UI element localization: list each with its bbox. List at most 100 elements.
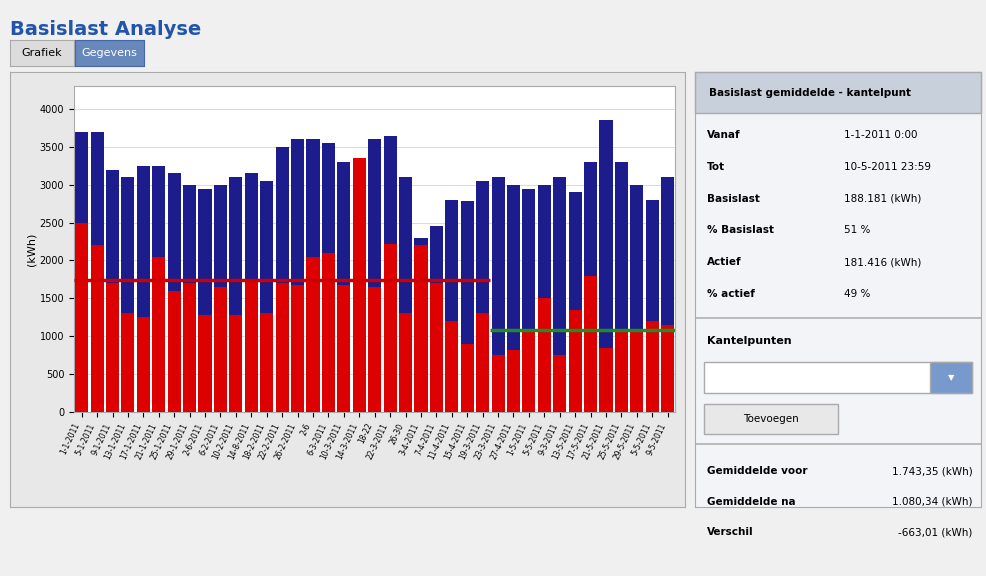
Bar: [168, 173, 180, 412]
Bar: [137, 166, 150, 412]
Bar: [91, 132, 104, 412]
Bar: [399, 177, 412, 412]
FancyBboxPatch shape: [695, 558, 981, 560]
Bar: [553, 355, 566, 412]
Text: Basislast: Basislast: [707, 194, 759, 203]
FancyBboxPatch shape: [695, 72, 981, 113]
Text: 1.080,34 (kWh): 1.080,34 (kWh): [892, 497, 972, 507]
Text: Gemiddelde na: Gemiddelde na: [707, 497, 795, 507]
Bar: [584, 275, 598, 412]
Bar: [646, 200, 659, 412]
Text: Gegevens: Gegevens: [82, 48, 137, 58]
Bar: [121, 313, 134, 412]
Bar: [307, 139, 319, 412]
Text: Tot: Tot: [707, 162, 725, 172]
Bar: [245, 173, 258, 412]
Bar: [553, 177, 566, 412]
Bar: [384, 135, 396, 412]
Bar: [321, 253, 335, 412]
Text: Verschil: Verschil: [707, 527, 753, 537]
Text: Grafiek: Grafiek: [22, 48, 62, 58]
Bar: [630, 185, 644, 412]
Bar: [291, 285, 304, 412]
FancyBboxPatch shape: [695, 317, 981, 319]
FancyBboxPatch shape: [704, 404, 838, 434]
Bar: [75, 223, 88, 412]
Bar: [599, 347, 612, 412]
Bar: [430, 283, 443, 412]
Bar: [615, 162, 628, 412]
Bar: [260, 181, 273, 412]
Bar: [460, 344, 473, 412]
Bar: [152, 257, 166, 412]
Bar: [414, 238, 428, 412]
Bar: [353, 158, 366, 412]
Bar: [615, 328, 628, 412]
Bar: [584, 162, 598, 412]
Text: Basislast gemiddelde - kantelpunt: Basislast gemiddelde - kantelpunt: [710, 88, 911, 98]
Text: Kantelpunten: Kantelpunten: [707, 336, 791, 346]
Bar: [368, 287, 382, 412]
Bar: [198, 315, 212, 412]
Bar: [106, 283, 119, 412]
Bar: [507, 185, 520, 412]
Bar: [230, 315, 243, 412]
Bar: [106, 170, 119, 412]
Bar: [476, 313, 489, 412]
Bar: [276, 147, 289, 412]
Bar: [337, 285, 350, 412]
Bar: [137, 317, 150, 412]
Text: -663,01 (kWh): -663,01 (kWh): [898, 527, 972, 537]
Bar: [368, 139, 382, 412]
Text: 49 %: 49 %: [844, 289, 871, 299]
Bar: [569, 192, 582, 412]
Bar: [353, 166, 366, 412]
Bar: [152, 166, 166, 412]
Bar: [446, 200, 458, 412]
Bar: [646, 321, 659, 412]
Bar: [537, 185, 551, 412]
Bar: [430, 226, 443, 412]
Text: 10-5-2011 23:59: 10-5-2011 23:59: [844, 162, 931, 172]
Y-axis label: (kWh): (kWh): [27, 233, 36, 266]
Bar: [662, 325, 674, 412]
Text: Vanaf: Vanaf: [707, 130, 740, 140]
Bar: [630, 332, 644, 412]
Text: ▼: ▼: [948, 373, 954, 382]
Text: Toevoegen: Toevoegen: [743, 414, 799, 424]
Bar: [537, 298, 551, 412]
Bar: [662, 177, 674, 412]
Bar: [399, 313, 412, 412]
Bar: [214, 287, 227, 412]
Bar: [198, 188, 212, 412]
Bar: [245, 282, 258, 412]
Bar: [460, 202, 473, 412]
Bar: [321, 143, 335, 412]
FancyBboxPatch shape: [930, 362, 972, 393]
Bar: [476, 181, 489, 412]
Bar: [599, 120, 612, 412]
Bar: [307, 257, 319, 412]
Bar: [214, 185, 227, 412]
Bar: [291, 139, 304, 412]
Bar: [523, 188, 535, 412]
Bar: [183, 185, 196, 412]
Bar: [507, 350, 520, 412]
Text: Actief: Actief: [707, 257, 741, 267]
FancyBboxPatch shape: [704, 362, 972, 393]
Text: 188.181 (kWh): 188.181 (kWh): [844, 194, 921, 203]
Bar: [260, 313, 273, 412]
Text: 181.416 (kWh): 181.416 (kWh): [844, 257, 921, 267]
Bar: [168, 291, 180, 412]
Bar: [183, 283, 196, 412]
Text: Basislast Analyse: Basislast Analyse: [10, 20, 201, 39]
Bar: [121, 177, 134, 412]
Bar: [414, 245, 428, 412]
Text: 1-1-2011 0:00: 1-1-2011 0:00: [844, 130, 917, 140]
Bar: [276, 283, 289, 412]
Text: 1.743,35 (kWh): 1.743,35 (kWh): [891, 466, 972, 476]
Bar: [75, 132, 88, 412]
Bar: [569, 310, 582, 412]
Bar: [523, 328, 535, 412]
FancyBboxPatch shape: [695, 443, 981, 445]
